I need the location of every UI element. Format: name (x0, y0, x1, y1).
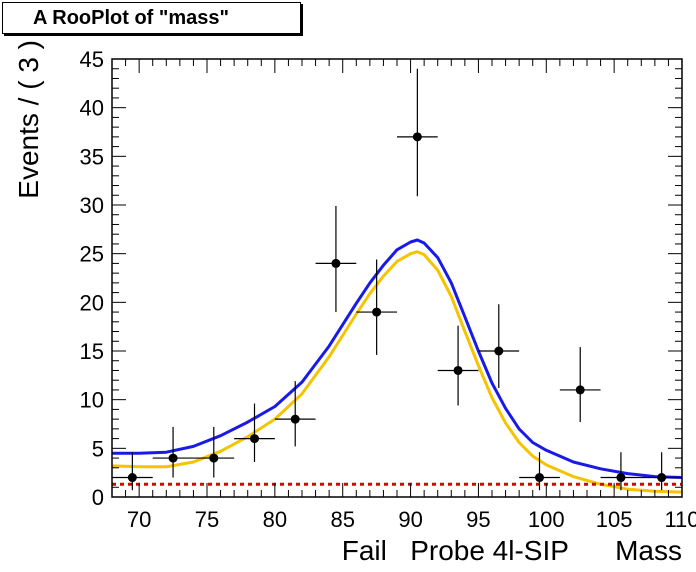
data-points (112, 68, 682, 491)
x-tick-label: 90 (398, 507, 422, 532)
y-tick-label: 30 (80, 193, 104, 218)
y-tick-label: 40 (80, 96, 104, 121)
y-tick-label: 10 (80, 388, 104, 413)
x-axis-title: Fail Probe 4l-SIP Mass (342, 535, 682, 566)
data-marker (494, 346, 504, 356)
chart-title: A RooPlot of "mass" (2, 2, 301, 34)
data-marker (657, 473, 667, 483)
data-point (315, 205, 357, 313)
x-tick-label: 105 (596, 507, 633, 532)
data-marker (412, 132, 422, 142)
y-tick-label: 0 (92, 485, 104, 510)
data-point (478, 304, 520, 388)
y-tick-label: 45 (80, 47, 104, 72)
x-tick-label: 85 (330, 507, 354, 532)
x-tick-label: 110 (664, 507, 696, 532)
data-point (519, 452, 560, 491)
data-marker (575, 385, 585, 395)
tick-labels: 70 75 80 85 90 95 100 105 110 0 5 10 15 20 25 30 35 40 45 (80, 47, 696, 532)
data-point (274, 381, 316, 447)
y-tick-label: 20 (80, 290, 104, 315)
x-tick-label: 100 (528, 507, 565, 532)
data-point (397, 68, 438, 197)
y-tick-label: 25 (80, 242, 104, 267)
data-marker (127, 473, 137, 483)
data-marker (453, 365, 463, 375)
axis-ticks (111, 58, 683, 498)
data-marker (535, 473, 544, 483)
x-tick-label: 95 (466, 507, 490, 532)
data-marker (331, 258, 341, 268)
y-tick-label: 15 (80, 339, 104, 364)
data-point (600, 452, 642, 491)
y-tick-label: 35 (80, 144, 104, 169)
data-marker (616, 473, 626, 483)
data-point (193, 426, 235, 478)
data-point (234, 403, 275, 462)
data-point (559, 347, 601, 423)
data-marker (372, 307, 382, 317)
data-point (152, 426, 194, 478)
data-point (356, 259, 397, 355)
data-marker (168, 453, 178, 463)
data-marker (209, 453, 219, 463)
plot-frame (111, 58, 683, 498)
y-tick-label: 5 (92, 436, 104, 461)
x-tick-label: 75 (195, 507, 219, 532)
fit-curve-2 (111, 250, 683, 494)
y-axis-title: Events / ( 3 ) (13, 40, 44, 199)
data-point (437, 325, 479, 406)
x-tick-label: 70 (127, 507, 151, 532)
data-marker (290, 414, 300, 424)
x-tick-label: 80 (263, 507, 287, 532)
data-marker (250, 434, 259, 444)
fit-curves (111, 238, 683, 494)
fit-curve-1 (112, 238, 683, 479)
